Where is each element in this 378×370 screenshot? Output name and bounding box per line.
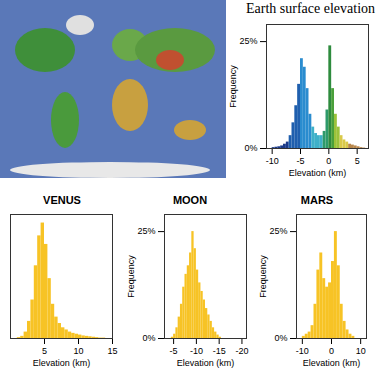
svg-text:-5: -5 [296,156,304,166]
svg-text:-5: -5 [170,346,178,356]
svg-text:10: 10 [356,346,366,356]
svg-text:25%: 25% [239,36,257,46]
svg-text:10: 10 [73,346,83,356]
html-text:VENUS: VENUS [43,194,81,206]
svg-text:0: 0 [329,346,334,356]
svg-text:Frequency: Frequency [228,65,238,108]
svg-text:Elevation (km): Elevation (km) [289,168,347,178]
html-text:MOON: MOON [172,194,208,206]
svg-text:Elevation (km): Elevation (km) [177,358,235,368]
svg-text:25%: 25% [269,226,287,236]
svg-text:0%: 0% [244,143,257,153]
svg-text:-10: -10 [190,346,203,356]
svg-text:0%: 0% [142,333,155,343]
svg-text:-20: -20 [235,346,248,356]
svg-text:5: 5 [42,346,47,356]
svg-text:-10: -10 [266,156,279,166]
svg-text:0%: 0% [274,333,287,343]
svg-text:Elevation (km): Elevation (km) [303,358,361,368]
svg-text:Frequency: Frequency [126,255,136,298]
svg-text:25%: 25% [137,226,155,236]
html-text:MARS: MARS [300,194,334,206]
svg-text:0: 0 [326,156,331,166]
svg-text:15: 15 [107,346,117,356]
svg-text:-10: -10 [296,346,309,356]
svg-text:Frequency: Frequency [258,255,268,298]
svg-text:Elevation (km): Elevation (km) [33,358,91,368]
svg-text:5: 5 [355,156,360,166]
html-text:Earth surface elevation: Earth surface elevation [246,1,375,16]
svg-text:-15: -15 [213,346,226,356]
